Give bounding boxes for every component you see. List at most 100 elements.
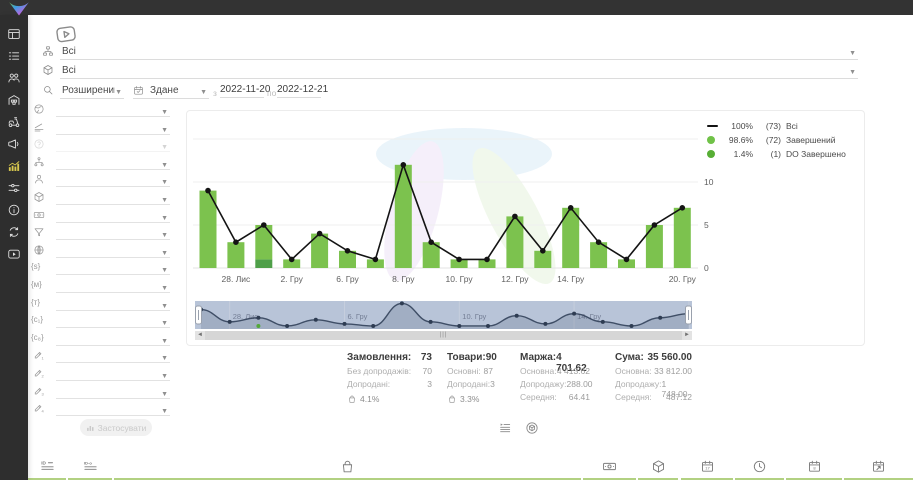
table-column-calendar-8[interactable]: 8: [786, 455, 842, 480]
table-column-calendar-arrow[interactable]: [844, 455, 913, 480]
legend-item[interactable]: 100% (73) Всі: [707, 119, 861, 133]
utm-term-icon: {т}: [31, 297, 41, 307]
table-column-bag[interactable]: [114, 455, 581, 480]
bar-completed: [534, 250, 552, 268]
stat-sub-label: Допродані:: [447, 379, 491, 389]
video-tutorial-icon[interactable]: [54, 22, 79, 47]
cube3d-icon: [33, 191, 45, 203]
sidebar-item-sync[interactable]: [5, 225, 23, 239]
status-filter-select[interactable]: Всі ▼: [60, 44, 858, 60]
filter-row-pencil: 4 ▼: [30, 400, 170, 418]
cube3d-icon: [34, 192, 44, 202]
utm-content-select[interactable]: ▼: [56, 312, 170, 329]
scroll-grip[interactable]: |||: [439, 332, 448, 338]
sidebar-item-delivery-scooter[interactable]: [5, 115, 23, 129]
sidebar-item-warehouse[interactable]: [5, 93, 23, 107]
chevron-down-icon: ▼: [161, 196, 168, 204]
pencil-select[interactable]: ▼: [56, 400, 170, 417]
table-column-id-lines[interactable]: ID: [28, 455, 66, 480]
globe-grid-select[interactable]: ▼: [56, 242, 170, 258]
legend-item[interactable]: 98.6% (72) Завершений: [707, 133, 861, 147]
table-column-id-o-lines[interactable]: ID-o: [68, 455, 112, 480]
search-mode-select[interactable]: Розширений ▼: [60, 83, 124, 99]
filter-row-utm-term: {т} ▼: [30, 295, 170, 313]
pencil-select[interactable]: ▼: [56, 365, 170, 381]
sidebar-item-settings-sliders[interactable]: [5, 181, 23, 195]
legend-count: (72): [765, 135, 781, 145]
calendar-arrow-icon: [873, 460, 884, 472]
status-filter-row: Всі ▼: [42, 44, 862, 60]
utm-medium-select[interactable]: ▼: [56, 277, 170, 293]
chart-scrollbar: ◄ ||| ►: [195, 331, 692, 340]
stat-sub-value: 3: [490, 379, 495, 389]
legend-line-swatch: [707, 125, 718, 127]
pencil-select[interactable]: ▼: [56, 383, 170, 399]
scroll-left-arrow[interactable]: ◄: [195, 331, 205, 340]
svg-text:2. Гру: 2. Гру: [280, 274, 303, 284]
bar-completed: [227, 242, 245, 268]
funnel-select[interactable]: ▼: [56, 224, 170, 241]
help-select[interactable]: ▼: [56, 136, 170, 153]
analytics-icon: [8, 161, 20, 171]
globe-earth-select[interactable]: ▼: [56, 101, 170, 117]
stat-sub-value: 70: [422, 366, 432, 376]
date-from-input[interactable]: 2022-11-20: [220, 84, 270, 98]
chevron-down-icon: ▼: [161, 337, 168, 345]
stat-value: 73: [420, 352, 432, 363]
scroll-right-arrow[interactable]: ►: [682, 331, 692, 340]
pencil-select[interactable]: ▼: [56, 347, 170, 364]
stat-sub-label: Основні:: [447, 366, 481, 376]
stat-column: Сума: 35 560.00 Основна: 33 812.00 Допродажу…: [615, 352, 692, 405]
navigator-right-handle[interactable]: [685, 305, 692, 325]
megaphone-icon: [8, 139, 19, 149]
table-column-cube3d[interactable]: [638, 455, 678, 480]
bar-completed: [450, 259, 468, 268]
sidebar-item-orders-list[interactable]: [5, 49, 23, 63]
filter-row-person: ▼: [30, 171, 170, 189]
stat-percent: 4.1%: [360, 393, 380, 404]
globe-grid-icon: [33, 244, 45, 256]
sidebar-item-customers[interactable]: [5, 71, 23, 85]
calendar-check-icon: [133, 85, 144, 96]
customers-icon: [8, 73, 20, 83]
magnifier-icon: [44, 86, 53, 95]
stat-sub-label: Допродажу:: [615, 379, 662, 389]
basket-percent-icon: [347, 394, 357, 404]
person-select[interactable]: ▼: [56, 171, 170, 188]
table-column-banknote[interactable]: [583, 455, 636, 480]
sidebar-item-megaphone[interactable]: [5, 137, 23, 151]
summary-stats: Замовлення: 73 Без допродажів: 70 Допродані:…: [0, 352, 913, 410]
cube3d-select[interactable]: ▼: [56, 189, 170, 205]
toggle-cube-circle[interactable]: [525, 421, 539, 435]
hierarchy-select[interactable]: ▼: [56, 154, 170, 170]
banknote-select[interactable]: ▼: [56, 207, 170, 223]
mini-chart-icon: [86, 423, 95, 432]
filter-row-utm-content: {с₁} ▼: [30, 312, 170, 330]
ramp-select[interactable]: ▼: [56, 119, 170, 135]
date-type-select[interactable]: Здане ▼: [133, 83, 209, 99]
utm-term-select[interactable]: ▼: [56, 295, 170, 311]
legend-item[interactable]: 1.4% (1) DO Завершено: [707, 147, 861, 161]
date-to-input[interactable]: 2022-12-21: [277, 84, 328, 98]
table-column-calendar-17[interactable]: 17: [681, 455, 733, 480]
legend-percent: 98.6%: [728, 135, 753, 145]
navigator-left-handle[interactable]: [195, 305, 202, 325]
sidebar-item-analytics[interactable]: [5, 159, 23, 173]
sync-icon: [9, 227, 19, 237]
product-filter-select[interactable]: Всі ▼: [60, 63, 858, 79]
svg-text:20. Гру: 20. Гру: [669, 274, 697, 284]
sidebar-item-dashboard[interactable]: [5, 27, 23, 41]
chevron-down-icon: ▼: [161, 390, 168, 398]
date-type-value: Здане: [150, 85, 179, 96]
utm-source-select[interactable]: ▼: [56, 259, 170, 276]
table-column-clock[interactable]: [735, 455, 784, 480]
stat-percent: 3.3%: [460, 393, 480, 404]
toggle-list-details[interactable]: [498, 421, 512, 435]
utm-campaign-select[interactable]: ▼: [56, 330, 170, 346]
sidebar-item-info[interactable]: [5, 203, 23, 217]
sidebar-item-video-tutorials[interactable]: [5, 247, 23, 261]
brand-logo-icon[interactable]: [7, 1, 31, 21]
sidebar: [0, 15, 28, 480]
apply-filters-button[interactable]: Застосувати: [80, 419, 152, 436]
